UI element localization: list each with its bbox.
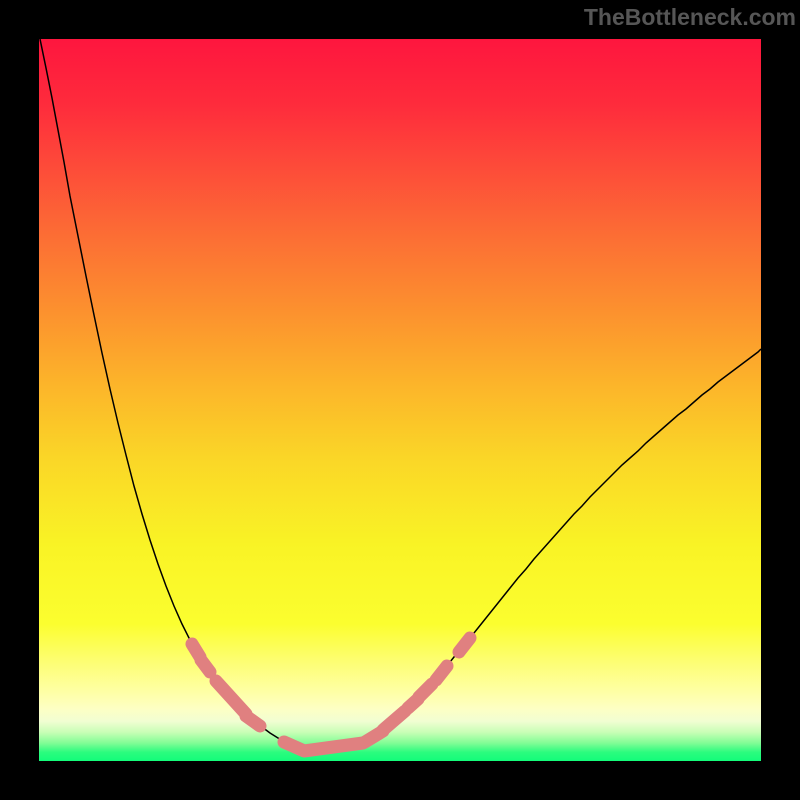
plot-background — [39, 39, 761, 761]
marker-segment — [419, 684, 432, 697]
watermark-text: TheBottleneck.com — [584, 4, 796, 31]
marker-segment — [436, 666, 447, 680]
chart-root: TheBottleneck.com — [0, 0, 800, 800]
marker-segment — [246, 716, 260, 726]
marker-segment — [459, 638, 470, 652]
marker-segment — [201, 660, 210, 672]
marker-segment — [304, 743, 363, 751]
chart-svg — [0, 0, 800, 800]
